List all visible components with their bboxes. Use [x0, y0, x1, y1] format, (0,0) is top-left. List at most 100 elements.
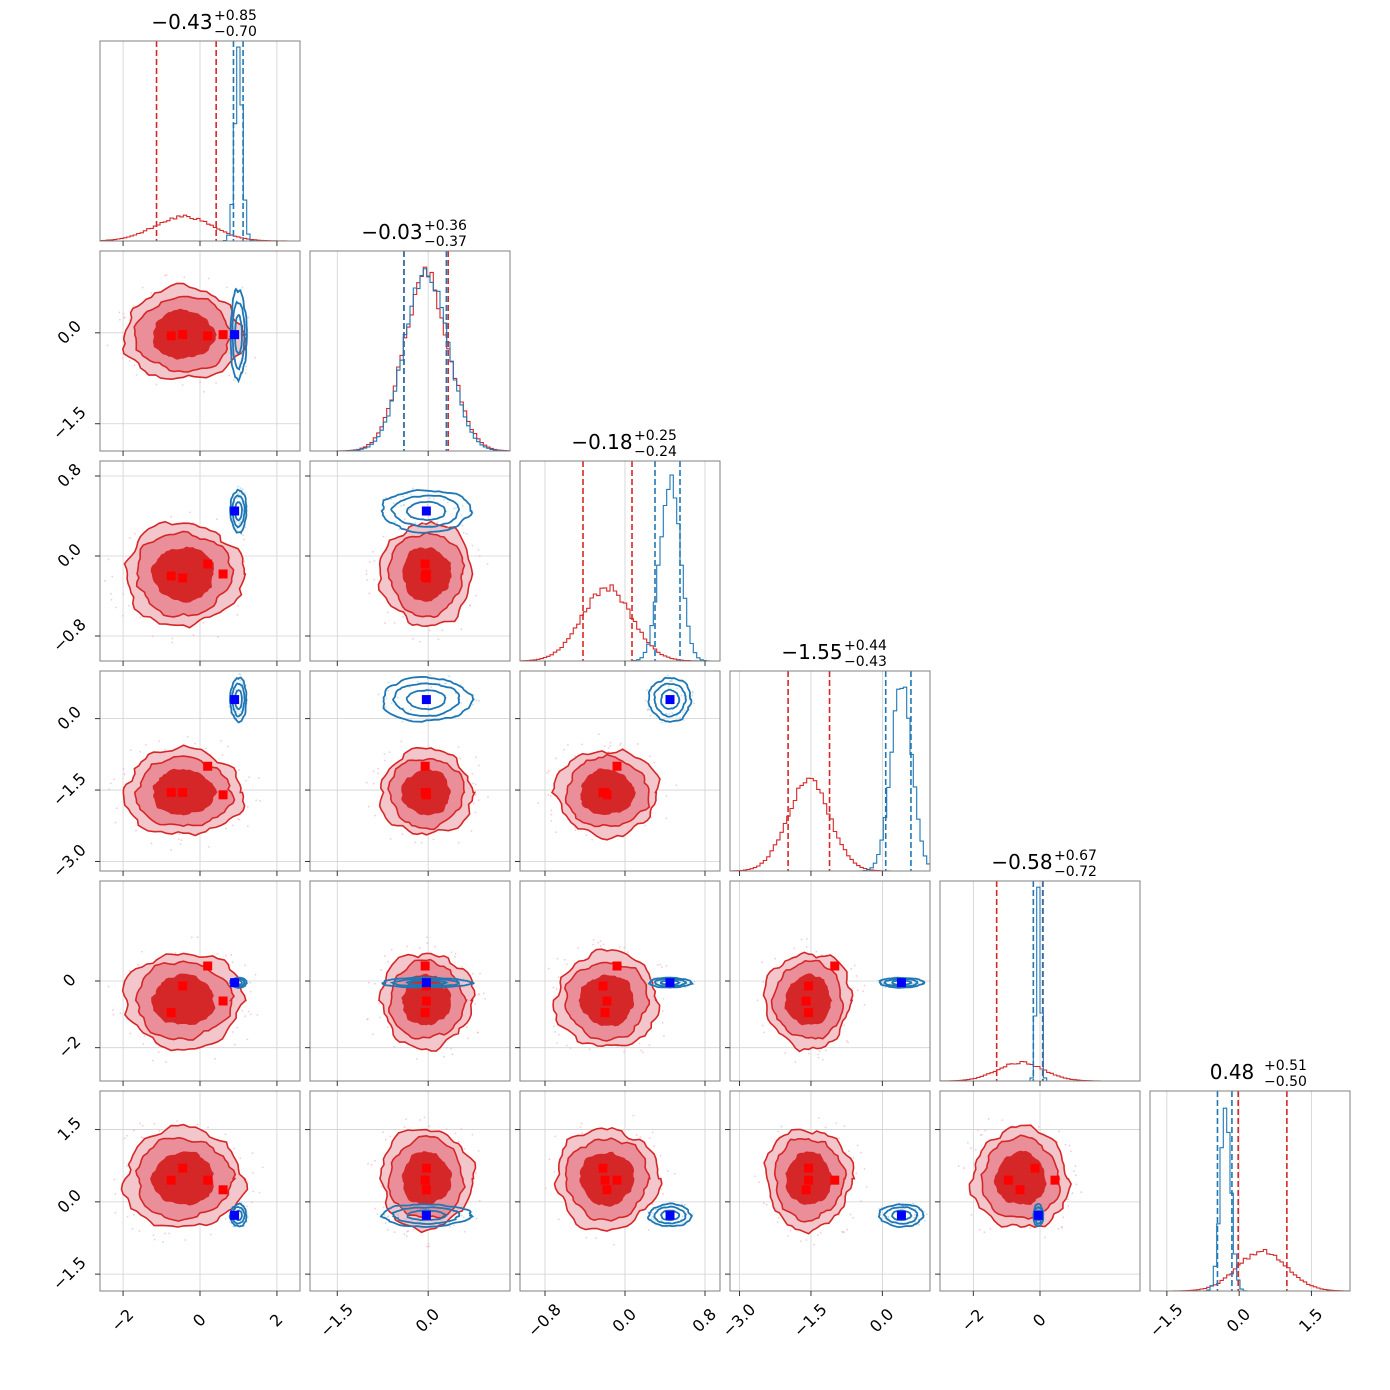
- red-sample-point: [226, 286, 228, 289]
- red-sample-point: [115, 606, 117, 609]
- red-contour-1sigma: [150, 1151, 214, 1206]
- red-sample-point: [246, 1180, 249, 1182]
- red-sample-point: [549, 795, 552, 797]
- red-sample-point: [236, 614, 239, 616]
- red-sample-point: [387, 1229, 390, 1231]
- red-sample-point: [843, 1024, 846, 1027]
- blue-sample-point: [239, 521, 242, 524]
- red-sample-point: [817, 1234, 820, 1236]
- red-sample-point: [805, 1239, 808, 1241]
- blue-sample-point: [241, 286, 244, 289]
- red-sample-point: [428, 1245, 430, 1248]
- red-sample-point: [403, 1126, 406, 1129]
- panel-frame: [309, 250, 511, 452]
- red-sample-point: [177, 838, 180, 841]
- red-sample-point: [468, 604, 471, 607]
- red-sample-point: [224, 1133, 227, 1136]
- blue-sample-point: [654, 1219, 657, 1222]
- blue-sample-point: [385, 496, 387, 499]
- red-sample-point: [205, 747, 207, 750]
- panel-title: −0.58: [991, 850, 1052, 874]
- panel-frame: [309, 1090, 511, 1292]
- blue-sample-point: [397, 1214, 400, 1217]
- red-sample-point: [1067, 1205, 1070, 1207]
- red-sample-point: [477, 1031, 479, 1034]
- x-tick-label: −3.0: [718, 1300, 759, 1341]
- red-sample-point: [487, 796, 489, 798]
- red-sample-point: [623, 1050, 625, 1053]
- red-sample-point: [123, 1137, 126, 1140]
- blue-sample-point: [396, 1213, 399, 1216]
- blue-sample-point: [681, 981, 684, 983]
- y-tick-label: 0.8: [54, 460, 85, 491]
- red-sample-point: [249, 981, 251, 984]
- blue-sample-point: [228, 705, 231, 708]
- red-sample-point: [1058, 1130, 1061, 1133]
- red-sample-point: [254, 356, 256, 359]
- red-sample-point: [863, 984, 866, 987]
- red-marker: [178, 981, 188, 991]
- red-sample-point: [626, 951, 629, 953]
- red-sample-point: [597, 733, 600, 736]
- blue-contour-outer: [646, 1202, 694, 1228]
- blue-sample-point: [676, 687, 679, 690]
- panel-4-3: [725, 880, 931, 1086]
- blue-sample-point: [385, 697, 388, 700]
- blue-sample-point: [237, 485, 239, 488]
- blue-sample-point: [389, 983, 392, 986]
- panel-title-minus: −0.37: [424, 234, 467, 250]
- red-sample-point: [244, 964, 246, 967]
- blue-sample-point: [238, 491, 241, 494]
- red-sample-point: [653, 761, 656, 764]
- red-sample-point: [957, 1165, 960, 1167]
- blue-sample-point: [664, 1223, 667, 1226]
- red-sample-point: [486, 563, 489, 565]
- red-sample-point: [143, 1035, 146, 1038]
- red-sample-point: [131, 1227, 134, 1230]
- red-sample-point: [110, 593, 112, 595]
- red-sample-point: [109, 782, 112, 785]
- blue-histogram: [310, 268, 510, 451]
- red-sample-point: [171, 641, 174, 644]
- red-sample-point: [1068, 1144, 1071, 1147]
- red-sample-point: [607, 747, 610, 750]
- red-sample-point: [150, 291, 153, 294]
- red-sample-point: [574, 829, 577, 832]
- red-sample-point: [151, 635, 154, 638]
- red-sample-point: [556, 957, 559, 960]
- red-sample-point: [250, 1013, 252, 1016]
- red-sample-point: [216, 953, 219, 955]
- red-sample-point: [585, 834, 588, 836]
- blue-sample-point: [400, 505, 403, 507]
- red-sample-point: [1072, 1170, 1075, 1172]
- red-sample-point: [756, 999, 759, 1002]
- red-sample-point: [414, 841, 417, 844]
- blue-sample-point: [923, 1210, 926, 1213]
- red-sample-point: [1074, 1165, 1077, 1167]
- red-sample-point: [475, 756, 477, 759]
- red-sample-point: [612, 1243, 615, 1246]
- red-sample-point: [546, 771, 549, 774]
- red-sample-point: [662, 997, 665, 1000]
- red-sample-point: [215, 382, 217, 384]
- blue-sample-point: [660, 1219, 663, 1222]
- blue-sample-point: [240, 533, 243, 536]
- blue-contour-2sigma: [391, 1206, 461, 1225]
- red-marker: [602, 996, 612, 1006]
- red-sample-point: [132, 1213, 135, 1216]
- panel-5-3: −3.0 −1.5 0.0: [718, 1090, 931, 1341]
- red-sample-point: [134, 532, 136, 535]
- red-sample-point: [765, 1203, 768, 1206]
- red-sample-point: [255, 799, 258, 802]
- red-sample-point: [824, 1126, 827, 1129]
- red-sample-point: [402, 616, 404, 618]
- red-sample-point: [145, 743, 147, 746]
- red-sample-point: [547, 967, 550, 970]
- red-sample-point: [383, 955, 386, 957]
- red-sample-point: [588, 1048, 591, 1051]
- x-tick-label: −1.5: [1146, 1300, 1187, 1341]
- red-marker: [801, 996, 811, 1006]
- red-sample-point: [817, 1053, 820, 1056]
- blue-sample-point: [647, 1210, 650, 1213]
- blue-sample-point: [377, 693, 380, 696]
